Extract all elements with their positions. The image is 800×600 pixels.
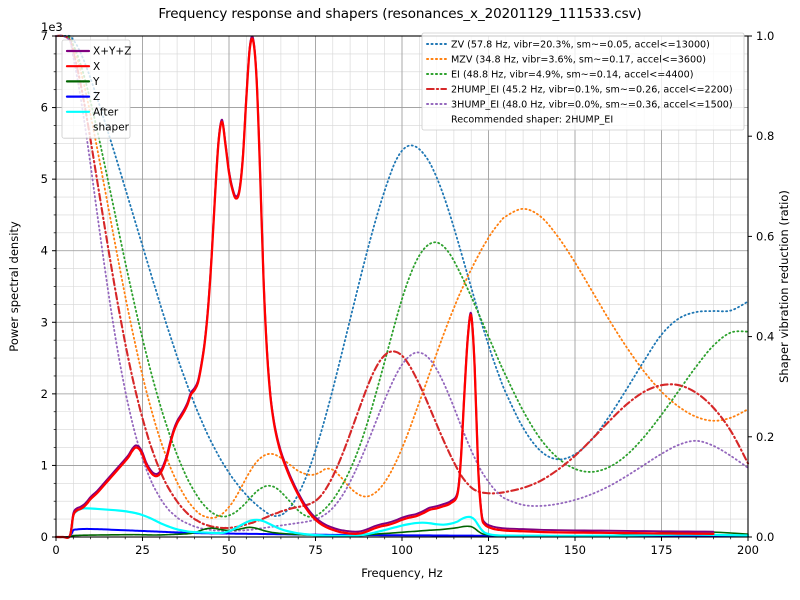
- legend-left[interactable]: X+Y+Z XYZ After shaper: [61, 39, 131, 139]
- legend-right-box: [421, 32, 745, 131]
- data-series-group: [54, 34, 750, 540]
- y-axis-exponent-label: 1e3: [41, 20, 63, 34]
- ytick-label-left: 5: [41, 172, 48, 186]
- xtick-label: 200: [737, 543, 759, 557]
- axis-tick-labels: 0 25 50 75 100 125 150 175 200 0 1 2 3 4 5 6 7 0.0 0.2 0.4 0…: [41, 29, 775, 557]
- ytick-label-right: 1.0: [756, 29, 774, 43]
- xtick-label: 150: [564, 543, 586, 557]
- xtick-label: 100: [391, 543, 413, 557]
- legend-left-label[interactable]: X+Y+Z: [93, 46, 131, 58]
- xtick-label: 50: [222, 543, 237, 557]
- series-line: [55, 34, 749, 519]
- xtick-label: 125: [478, 543, 500, 557]
- x-axis-title: Frequency, Hz: [361, 566, 442, 580]
- legend-right-label[interactable]: MZV (34.8 Hz, vibr=3.6%, sm~=0.17, accel…: [451, 55, 706, 66]
- series-line: [55, 34, 749, 517]
- legend-right[interactable]: ZV (57.8 Hz, vibr=20.3%, sm~=0.05, accel…: [421, 32, 745, 131]
- xtick-label: 0: [52, 543, 59, 557]
- y-axis-title-left: Power spectral density: [7, 221, 21, 352]
- legend-left-box: [61, 39, 131, 139]
- ytick-label-left: 1: [41, 458, 48, 472]
- series-line: [55, 525, 749, 538]
- legend-right-label[interactable]: ZV (57.8 Hz, vibr=20.3%, sm~=0.05, accel…: [451, 40, 710, 51]
- ytick-label-left: 7: [41, 29, 48, 43]
- ytick-label-left: 4: [41, 244, 48, 258]
- ytick-label-right: 0.0: [756, 530, 774, 544]
- ytick-label-left: 0: [41, 530, 48, 544]
- legend-right-label[interactable]: EI (48.8 Hz, vibr=4.9%, sm~=0.14, accel<…: [451, 70, 693, 81]
- ytick-label-left: 6: [41, 101, 48, 115]
- legend-left-label[interactable]: After: [93, 106, 119, 118]
- series-line: [54, 507, 750, 540]
- y-axis-title-right: Shaper vibration reduction (ratio): [777, 190, 791, 383]
- ytick-label-left: 3: [41, 315, 48, 329]
- axis-ticks: [52, 35, 752, 541]
- series-line: [55, 34, 749, 532]
- legend-left-label-cont[interactable]: shaper: [93, 122, 130, 134]
- ytick-label-right: 0.4: [756, 330, 774, 344]
- legend-right-label[interactable]: 3HUMP_EI (48.0 Hz, vibr=0.0%, sm~=0.36, …: [451, 100, 733, 111]
- recommended-shaper-annotation: Recommended shaper: 2HUMP_EI: [451, 115, 613, 126]
- series-line: [54, 37, 715, 539]
- ytick-label-right: 0.2: [756, 430, 774, 444]
- series-line: [55, 527, 749, 539]
- xtick-label: 25: [135, 543, 150, 557]
- ytick-label-left: 2: [41, 387, 48, 401]
- series-line: [54, 34, 750, 530]
- ytick-label-right: 0.6: [756, 229, 774, 243]
- ytick-label-right: 0.8: [756, 129, 774, 143]
- legend-left-label[interactable]: Z: [93, 91, 100, 103]
- legend-right-label[interactable]: 2HUMP_EI (45.2 Hz, vibr=0.1%, sm~=0.26, …: [451, 85, 733, 96]
- legend-left-label[interactable]: X: [93, 61, 100, 73]
- xtick-label: 75: [308, 543, 323, 557]
- series-line: [55, 34, 749, 518]
- xtick-label: 175: [651, 543, 673, 557]
- axis-titles: Frequency, Hz Power spectral density Shape…: [7, 190, 791, 580]
- legend-left-label[interactable]: Y: [92, 76, 100, 88]
- chart-title: Frequency response and shapers (resonanc…: [158, 6, 642, 22]
